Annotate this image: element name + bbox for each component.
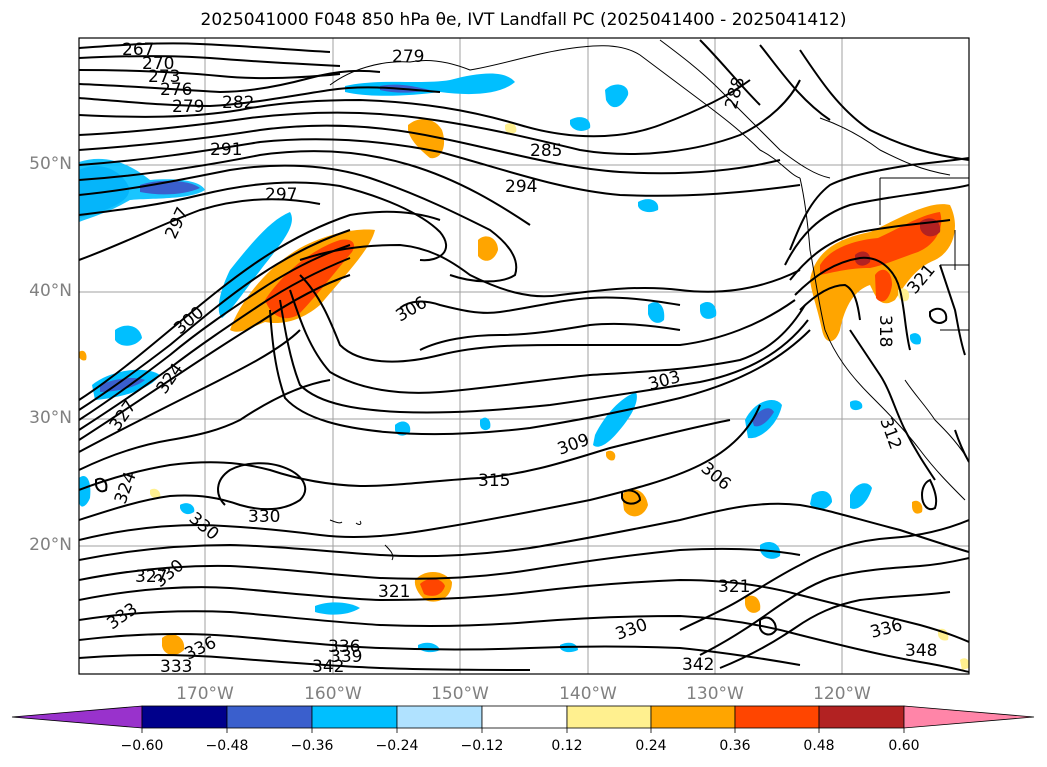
contour-label: 285: [530, 141, 562, 161]
map-title: 2025041000 F048 850 hPa θe, IVT Landfall…: [200, 10, 847, 30]
colorbar-segment: [396, 705, 483, 729]
contour-label: 321: [378, 582, 410, 602]
contour-label: 333: [160, 657, 192, 677]
coastlines: [329, 39, 969, 561]
colorbar-tick-label: 0.24: [635, 738, 667, 754]
colorbar-tick-label: 0.12: [551, 738, 583, 754]
colorbar-segment: [481, 705, 568, 729]
colorbar-segment: [226, 705, 313, 729]
latitude-label: 50°N: [29, 154, 72, 174]
contour-label: 279: [392, 47, 424, 67]
contour-label: 336: [328, 637, 360, 657]
colorbar-segment: [311, 705, 398, 729]
colorbar-tick-label: −0.60: [120, 738, 164, 754]
latitude-label: 30°N: [29, 408, 72, 428]
contour-label: 294: [505, 177, 537, 197]
contour-label: 342: [682, 655, 714, 675]
contour-label: 276: [160, 80, 192, 100]
contour-label: 339: [330, 647, 362, 667]
contour-label: 297: [265, 185, 297, 205]
longitude-label: 150°W: [431, 684, 489, 704]
longitude-label: 170°W: [176, 684, 234, 704]
contour-label: 279: [172, 97, 204, 117]
colorbar-segment: [903, 705, 1035, 729]
contour-label: 327: [135, 567, 167, 587]
colorbar-segment: [566, 705, 652, 729]
colorbar-tick-label: 0.36: [719, 738, 751, 754]
contour-label: 315: [478, 471, 510, 491]
longitude-label: 160°W: [304, 684, 362, 704]
latitude-label: 20°N: [29, 535, 72, 555]
map-frame-border: [78, 37, 970, 675]
colorbar-segment: [650, 705, 736, 729]
contour-label: 291: [210, 140, 242, 160]
colorbar-segment: [734, 705, 820, 729]
contour-label: 321: [718, 577, 750, 597]
contour-label: 330: [248, 507, 280, 527]
contour-label: 270: [142, 54, 174, 74]
colorbar-tick-label: −0.24: [375, 738, 419, 754]
contour-label: 342: [312, 657, 344, 677]
longitude-label: 120°W: [813, 684, 871, 704]
contour-label: 282: [222, 93, 254, 113]
colorbar-segment: [11, 705, 143, 729]
contour-label: 273: [148, 67, 180, 87]
contour-label: 267: [122, 40, 154, 60]
colorbar: [11, 705, 1035, 733]
map-frame-background: [79, 38, 969, 674]
colorbar-tick-label: −0.12: [460, 738, 504, 754]
colorbar-tick-label: 0.60: [888, 738, 920, 754]
colorbar-tick-label: −0.48: [205, 738, 249, 754]
longitude-label: 130°W: [686, 684, 744, 704]
contour-label: 348: [905, 641, 937, 661]
colorbar-segment: [818, 705, 905, 729]
theta-e-contours: [79, 39, 969, 673]
colorbar-tick-label: −0.36: [290, 738, 334, 754]
latitude-label: 40°N: [29, 281, 72, 301]
longitude-label: 140°W: [559, 684, 617, 704]
contour-label: 318: [875, 315, 895, 347]
colorbar-segment: [141, 705, 228, 729]
colorbar-tick-label: 0.48: [803, 738, 835, 754]
